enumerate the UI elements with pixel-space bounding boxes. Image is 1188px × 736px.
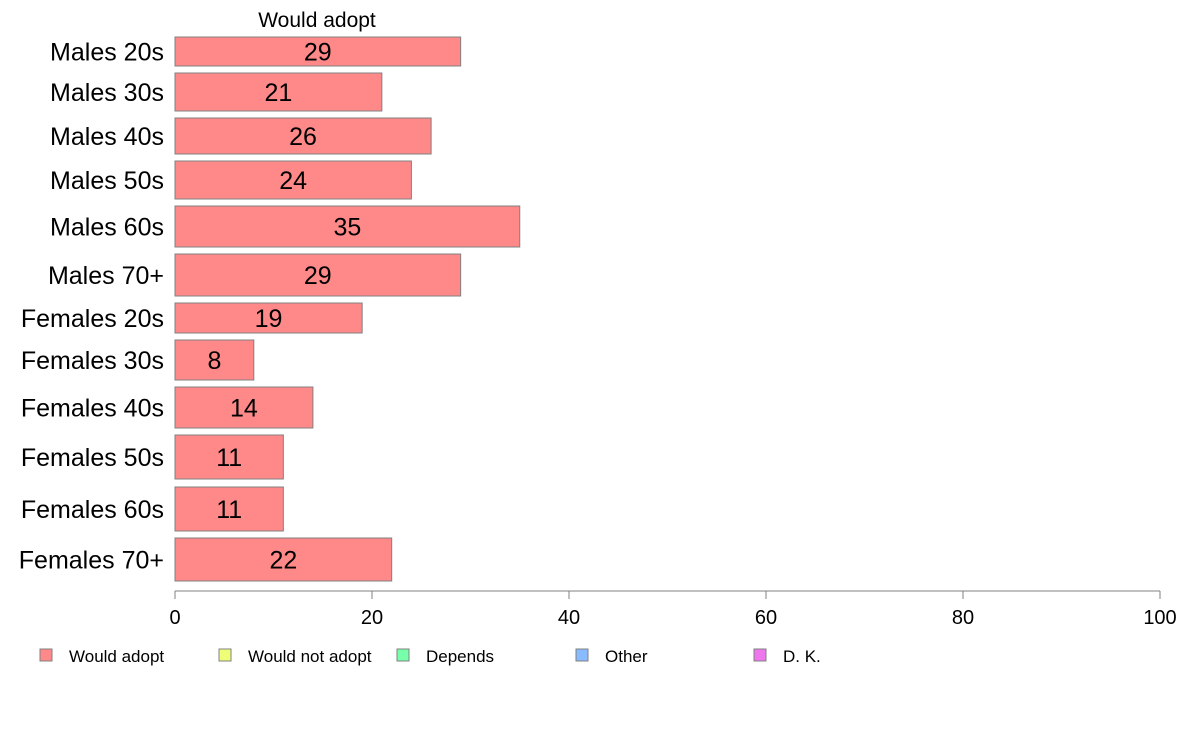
category-label: Males 70+ <box>48 262 164 290</box>
x-tick-label: 20 <box>361 607 383 629</box>
category-label: Males 50s <box>50 167 164 195</box>
bar <box>174 537 393 582</box>
series-title: Would adopt <box>258 9 376 32</box>
data-label: 11 <box>216 496 242 524</box>
category-label: Females 60s <box>21 496 164 524</box>
x-tick-label: 40 <box>558 607 580 629</box>
bar <box>174 386 314 429</box>
data-label: 29 <box>304 39 332 67</box>
category-label: Females 20s <box>21 305 164 333</box>
data-label: 35 <box>333 214 361 242</box>
legend-entry-label: Other <box>605 647 648 666</box>
legend-entry-label: D. K. <box>783 647 821 666</box>
x-tick-label: 60 <box>755 607 777 629</box>
data-label: 21 <box>265 79 293 107</box>
bar <box>174 302 363 334</box>
x-tick-label: 80 <box>952 607 974 629</box>
category-label: Females 50s <box>21 444 164 472</box>
category-label: Males 20s <box>50 39 164 67</box>
legend-swatch <box>575 648 589 662</box>
legend-swatch <box>218 648 232 662</box>
legend-swatch <box>396 648 410 662</box>
data-label: 24 <box>279 167 307 195</box>
data-label: 29 <box>304 262 332 290</box>
data-label: 22 <box>269 547 297 575</box>
bar <box>174 486 284 532</box>
legend-entry-label: Depends <box>426 647 494 666</box>
legend-entry-label: Would not adopt <box>248 647 372 666</box>
legend: Would adopt Would not adopt Depends Other D.… <box>39 647 821 666</box>
x-tick-label: 100 <box>1143 607 1176 629</box>
bar <box>174 160 412 200</box>
bars-layer: Males 20s 29 Males 30s 21 Males 40s 26 Males 5… <box>19 36 521 582</box>
bar <box>174 205 521 248</box>
category-label: Males 30s <box>50 79 164 107</box>
category-label: Males 40s <box>50 123 164 151</box>
data-label: 26 <box>289 123 317 151</box>
category-label: Females 30s <box>21 347 164 375</box>
legend-swatch <box>753 648 767 662</box>
data-label: 19 <box>255 305 283 333</box>
bar <box>174 36 462 67</box>
category-label: Females 70+ <box>19 547 164 575</box>
bar <box>174 72 383 112</box>
legend-entry-label: Would adopt <box>69 647 164 666</box>
category-label: Males 60s <box>50 214 164 242</box>
bar <box>174 253 462 297</box>
bar <box>174 339 255 381</box>
category-label: Females 40s <box>21 395 164 423</box>
x-axis: 0 20 40 60 80 100 <box>169 590 1177 629</box>
bar <box>174 117 432 155</box>
data-label: 8 <box>207 347 221 375</box>
data-label: 11 <box>216 444 242 472</box>
bar <box>174 434 284 480</box>
x-tick-label: 0 <box>169 607 180 629</box>
data-label: 14 <box>230 395 258 423</box>
legend-swatch <box>39 648 53 662</box>
